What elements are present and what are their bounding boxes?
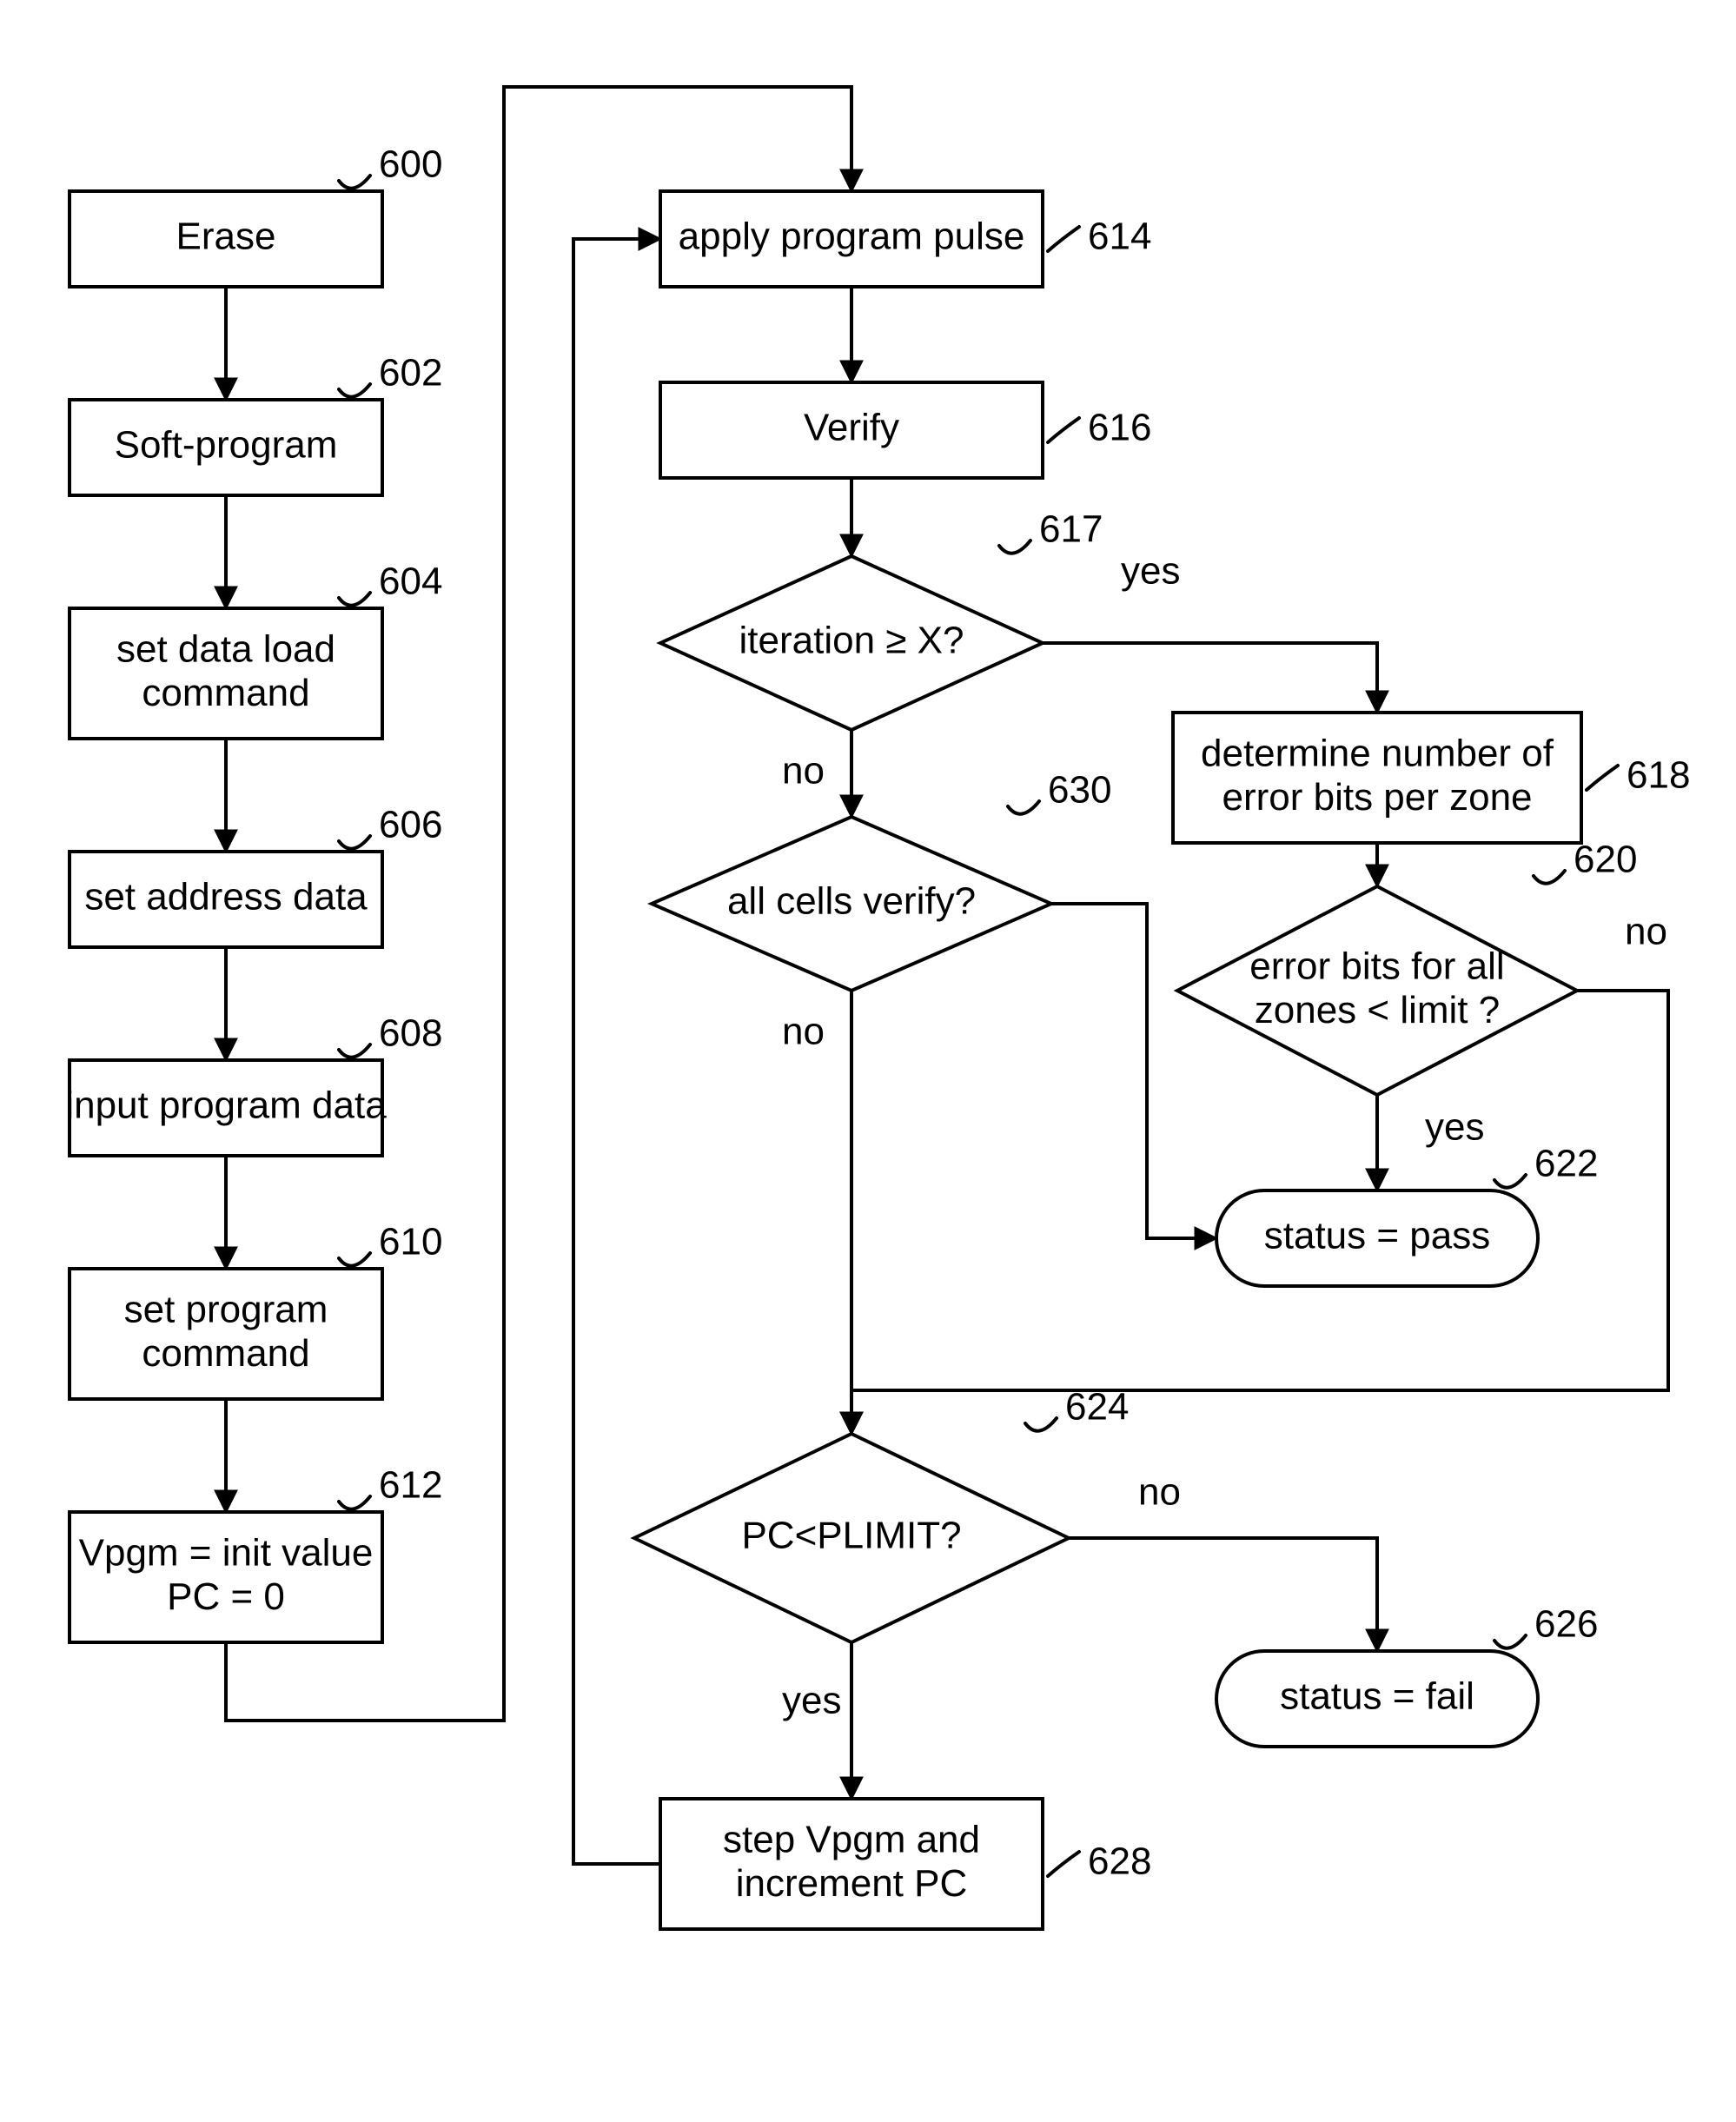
node-text: Erase: [176, 216, 276, 258]
node-text: Verify: [804, 407, 899, 449]
ref-label: 612: [379, 1464, 442, 1507]
node-n616: Verify 616: [660, 382, 1151, 478]
node-text: apply program pulse: [679, 216, 1025, 258]
node-text: PC = 0: [167, 1575, 285, 1618]
ref-label: 628: [1088, 1840, 1151, 1883]
node-text: PC<PLIMIT?: [741, 1515, 961, 1557]
node-n617: iteration ≥ X? 617: [660, 508, 1103, 730]
node-text: error bits per zone: [1222, 776, 1532, 819]
ref-label: 604: [379, 560, 442, 603]
edge: [1051, 904, 1216, 1238]
node-n618: determine number oferror bits per zone 61…: [1173, 713, 1690, 843]
node-n610: set programcommand 610: [70, 1221, 442, 1399]
node-n604: set data loadcommand 604: [70, 560, 442, 739]
node-n602: Soft-program 602: [70, 352, 442, 495]
ref-label: 614: [1088, 216, 1151, 258]
node-n628: step Vpgm andincrement PC 628: [660, 1799, 1151, 1929]
node-text: command: [142, 672, 309, 714]
ref-label: 606: [379, 804, 442, 846]
ref-label: 622: [1534, 1143, 1598, 1185]
edge: [1043, 643, 1377, 713]
node-text: error bits for all: [1249, 945, 1504, 987]
ref-label: 618: [1627, 754, 1690, 797]
node-n620: error bits for allzones < limit ? 620: [1177, 839, 1637, 1095]
node-n630: all cells verify? 630: [652, 769, 1111, 991]
node-n624: PC<PLIMIT? 624: [634, 1386, 1129, 1642]
edge-label: yes: [1425, 1106, 1484, 1149]
edge: [573, 239, 660, 1864]
node-n608: input program data 608: [65, 1012, 442, 1156]
node-text: status = pass: [1264, 1215, 1490, 1257]
node-text: iteration ≥ X?: [739, 620, 964, 662]
node-text: command: [142, 1332, 309, 1375]
node-n614: apply program pulse 614: [660, 191, 1151, 287]
flowchart: yes no yes no no no yes Erase 600 Soft-program 602…: [0, 0, 1736, 2122]
node-text: set address data: [84, 876, 368, 918]
ref-label: 610: [379, 1221, 442, 1263]
node-text: determine number of: [1201, 732, 1554, 774]
node-n600: Erase 600: [70, 143, 442, 287]
edge-label: yes: [782, 1680, 841, 1722]
edge-label: no: [782, 750, 825, 792]
node-text: Soft-program: [115, 424, 338, 467]
ref-label: 626: [1534, 1603, 1598, 1646]
edge-label: yes: [1121, 550, 1180, 593]
edge: [1069, 1538, 1377, 1651]
ref-label: 602: [379, 352, 442, 395]
node-text: set program: [124, 1288, 328, 1330]
edge-label: no: [782, 1011, 825, 1053]
ref-label: 617: [1039, 508, 1103, 551]
node-n606: set address data 606: [70, 804, 442, 947]
ref-label: 630: [1048, 769, 1111, 812]
node-text: status = fail: [1280, 1675, 1474, 1718]
edge-label: no: [1138, 1471, 1181, 1514]
ref-label: 616: [1088, 407, 1151, 449]
node-text: set data load: [116, 627, 335, 670]
ref-label: 600: [379, 143, 442, 186]
edge-label: no: [1625, 911, 1667, 953]
node-n612: Vpgm = init valuePC = 0 612: [70, 1464, 442, 1642]
ref-label: 608: [379, 1012, 442, 1055]
node-text: zones < limit ?: [1255, 989, 1500, 1031]
node-text: step Vpgm and: [723, 1818, 980, 1860]
node-text: all cells verify?: [727, 880, 976, 923]
ref-label: 624: [1065, 1386, 1129, 1429]
node-text: increment PC: [736, 1862, 968, 1905]
node-n626: status = fail 626: [1216, 1603, 1598, 1747]
node-text: input program data: [65, 1084, 387, 1127]
ref-label: 620: [1574, 839, 1637, 881]
node-n622: status = pass 622: [1216, 1143, 1598, 1286]
node-text: Vpgm = init value: [79, 1531, 374, 1574]
